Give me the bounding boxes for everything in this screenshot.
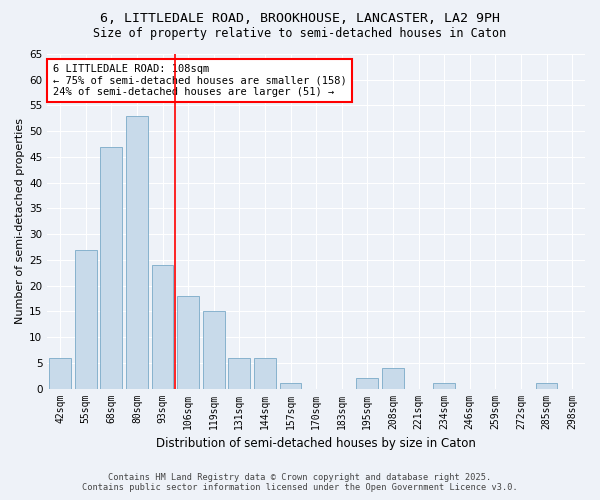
Bar <box>177 296 199 388</box>
Bar <box>75 250 97 388</box>
X-axis label: Distribution of semi-detached houses by size in Caton: Distribution of semi-detached houses by … <box>156 437 476 450</box>
Text: 6 LITTLEDALE ROAD: 108sqm
← 75% of semi-detached houses are smaller (158)
24% of: 6 LITTLEDALE ROAD: 108sqm ← 75% of semi-… <box>53 64 346 97</box>
Bar <box>382 368 404 388</box>
Bar <box>356 378 378 388</box>
Bar <box>254 358 276 388</box>
Y-axis label: Number of semi-detached properties: Number of semi-detached properties <box>15 118 25 324</box>
Text: Contains HM Land Registry data © Crown copyright and database right 2025.
Contai: Contains HM Land Registry data © Crown c… <box>82 473 518 492</box>
Bar <box>229 358 250 388</box>
Text: 6, LITTLEDALE ROAD, BROOKHOUSE, LANCASTER, LA2 9PH: 6, LITTLEDALE ROAD, BROOKHOUSE, LANCASTE… <box>100 12 500 26</box>
Bar <box>152 265 173 388</box>
Bar <box>536 384 557 388</box>
Bar <box>126 116 148 388</box>
Bar <box>100 146 122 388</box>
Bar <box>203 312 224 388</box>
Bar <box>433 384 455 388</box>
Text: Size of property relative to semi-detached houses in Caton: Size of property relative to semi-detach… <box>94 28 506 40</box>
Bar <box>280 384 301 388</box>
Bar <box>49 358 71 388</box>
